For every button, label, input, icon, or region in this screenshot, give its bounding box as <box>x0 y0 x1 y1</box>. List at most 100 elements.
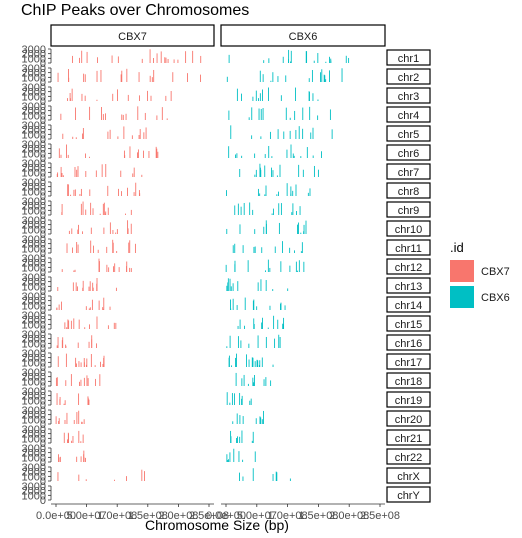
y-tick-label: 2000 <box>22 410 46 422</box>
y-tick-label: 0 <box>40 324 46 336</box>
y-tick-label: 3000 <box>22 462 46 474</box>
y-tick-label: 2000 <box>22 258 46 270</box>
y-tick-label: 3000 <box>22 101 46 113</box>
facet-row-strip-chr19: chr19 <box>386 391 431 408</box>
peaks-cbx6-chr5 <box>230 125 333 139</box>
y-tick-label: 1000 <box>22 319 46 331</box>
y-tick-label: 0 <box>40 172 46 184</box>
x-tick-label: 2.0e+08 <box>158 510 198 522</box>
facet-strip-label: CBX6 <box>289 31 318 43</box>
peaks-cbx7-chr7 <box>56 164 143 177</box>
peaks-cbx6-chr9 <box>234 202 301 215</box>
facet-row-strip-label: chr8 <box>398 186 419 198</box>
facet-row-strip-box <box>386 315 431 332</box>
y-tick-label: 2000 <box>22 68 46 80</box>
peaks-cbx7-chr13 <box>57 278 117 291</box>
peaks-cbx6-chr2 <box>226 68 343 82</box>
y-tick-label: 3000 <box>22 158 46 170</box>
y-tick-label: 3000 <box>22 329 46 341</box>
facet-strip-label: CBX7 <box>118 31 147 43</box>
x-tick-label: 0.0e+00 <box>206 510 246 522</box>
y-tick-label: 2000 <box>22 315 46 327</box>
y-tick-label: 0 <box>40 96 46 108</box>
facet-row-strip-chr18: chr18 <box>386 372 431 389</box>
y-tick-label: 1000 <box>22 148 46 160</box>
y-tick-label: 0 <box>40 286 46 298</box>
facet-row-strip-label: chr1 <box>398 53 419 65</box>
peaks-cbx7-chr22 <box>58 450 86 462</box>
peaks-cbx6-chr1 <box>228 49 350 63</box>
y-tick-label: 1000 <box>22 72 46 84</box>
y-tick-label: 0 <box>40 305 46 317</box>
peaks-cbx6-chr4 <box>228 106 331 120</box>
y-tick-label: 2000 <box>22 106 46 118</box>
peaks-cbx6-chr15 <box>237 315 285 329</box>
x-tick-label: 5.0e+07 <box>67 510 107 522</box>
facet-row-strip-chrX: chrX <box>386 467 431 484</box>
y-tick-label: 1000 <box>22 452 46 464</box>
x-axis-cbx6: 0.0e+005.0e+071.0e+081.5e+082.0e+082.5e+… <box>206 503 400 522</box>
y-tick-label: 2000 <box>22 182 46 194</box>
peaks-cbx7-chr20 <box>55 410 85 424</box>
y-tick-label: 3000 <box>22 424 46 436</box>
facet-row-strip-label: chr2 <box>398 72 419 84</box>
peaks-cbx7-chr17 <box>57 353 105 367</box>
y-tick-label: 3000 <box>22 82 46 94</box>
facet-row-strip-chr9: chr9 <box>386 201 431 218</box>
x-tick-label: 2.5e+08 <box>189 510 229 522</box>
facet-row-strip-label: chr11 <box>395 243 422 255</box>
facet-row-strip-box <box>386 87 431 104</box>
peaks-cbx7-chr3 <box>67 88 172 101</box>
y-tick-label: 1000 <box>22 357 46 369</box>
facet-row-strip-label: chr6 <box>398 148 419 160</box>
facet-row-strip-box <box>386 258 431 275</box>
facet-row-strip-label: chrY <box>397 490 420 502</box>
y-tick-label: 2000 <box>22 277 46 289</box>
facet-row-strip-chr6: chr6 <box>386 144 431 161</box>
y-tick-label: 2000 <box>22 49 46 61</box>
legend-key-cbx6 <box>450 286 474 308</box>
facet-row-strip-box <box>386 429 431 446</box>
peaks-cbx6-chr6 <box>228 144 322 158</box>
y-tick-label: 3000 <box>22 44 46 56</box>
y-tick-label: 3000 <box>22 272 46 284</box>
facet-row-strip-box <box>386 467 431 484</box>
y-tick-label: 0 <box>40 343 46 355</box>
facet-row-strip-box <box>386 296 431 313</box>
chart-title: ChIP Peaks over Chromosomes <box>21 2 249 19</box>
facet-row-strip-label: chr16 <box>395 338 423 350</box>
x-tick-label: 0.0e+00 <box>36 510 76 522</box>
facet-row-strip-box <box>386 391 431 408</box>
peaks-cbx7-chr5 <box>62 126 147 139</box>
peaks-cbx7-chr8 <box>67 182 141 196</box>
facet-row-strip-box <box>386 68 431 85</box>
facet-row-strip-label: chr10 <box>395 224 423 236</box>
x-axis-label: Chromosome Size (bp) <box>145 517 289 533</box>
peaks-cbx7-chr19 <box>56 393 90 405</box>
y-tick-label: 0 <box>40 153 46 165</box>
y-tick-label: 0 <box>40 400 46 412</box>
peaks-cbx7-chr6 <box>58 144 159 158</box>
peaks-cbx7-chrX <box>57 469 145 481</box>
facet-row-strip-label: chr21 <box>395 433 423 445</box>
facet-row-strip-chr17: chr17 <box>386 353 431 370</box>
facet-row-strip-chr11: chr11 <box>386 239 431 256</box>
y-tick-label: 1000 <box>22 53 46 65</box>
facet-row-strip-box <box>386 448 431 465</box>
y-tick-label: 2000 <box>22 87 46 99</box>
y-tick-label: 1000 <box>22 167 46 179</box>
y-tick-label: 3000 <box>22 139 46 151</box>
facet-row-strip-box <box>386 486 431 503</box>
